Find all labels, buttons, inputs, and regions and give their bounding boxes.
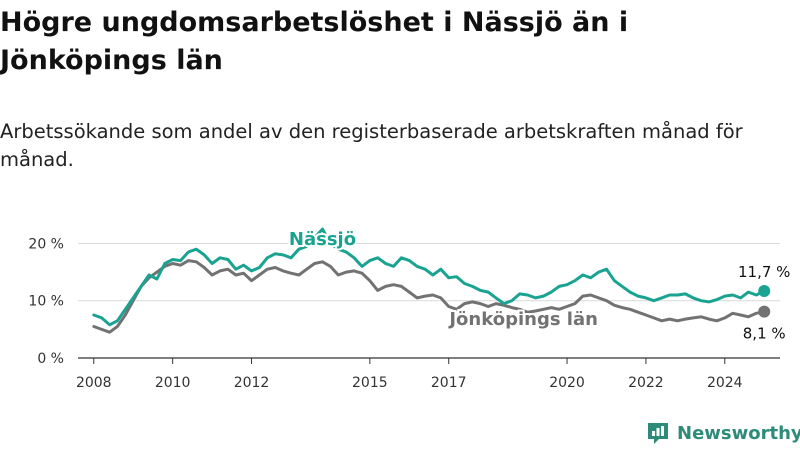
series-lines (92, 227, 771, 334)
newsworthy-logo-icon (648, 423, 668, 444)
y-tick-label-0: 0 % (37, 351, 64, 367)
series-line-jonkoping-end-marker (758, 305, 771, 318)
series-line-nassjo-end-marker (758, 284, 771, 297)
series-line-nassjo (92, 227, 766, 327)
x-tick-label-2017: 2017 (431, 375, 467, 391)
x-tick-label-2012: 2012 (234, 375, 270, 391)
x-tick-label-2022: 2022 (628, 375, 664, 391)
x-tick-label-2024: 2024 (707, 375, 743, 391)
series-labels: 8,1 % Jönköpings län 11,7 % Nässjö (287, 227, 791, 343)
x-axis: 2008 2010 2012 2015 2017 2020 2022 2024 (76, 357, 780, 391)
series-name-nassjo-end-value: 11,7 % (738, 263, 790, 281)
series-line-jonkoping (92, 259, 766, 334)
y-axis-ticks: 0 % 10 % 20 % (28, 236, 64, 367)
x-tick-label-2008: 2008 (76, 375, 112, 391)
series-name-jonkoping: Jönköpings län (447, 309, 598, 330)
y-tick-label-10: 10 % (28, 294, 64, 310)
x-tick-label-2010: 2010 (155, 375, 191, 391)
y-tick-label-20: 20 % (28, 236, 64, 252)
brand-logo: Newsworthy (645, 420, 800, 446)
gridlines (78, 242, 780, 302)
x-tick-label-2015: 2015 (352, 375, 388, 391)
series-name-jonkoping-end-value: 8,1 % (743, 325, 786, 343)
chart-title: Högre ungdomsarbetslöshet i Nässjö än i … (0, 7, 629, 76)
x-tick-label-2020: 2020 (549, 375, 585, 391)
series-name-nassjo: Nässjö (289, 229, 356, 250)
chart-subtitle: Arbetssökande som andel av den registerb… (0, 120, 743, 171)
brand-name: Newsworthy (677, 422, 800, 444)
